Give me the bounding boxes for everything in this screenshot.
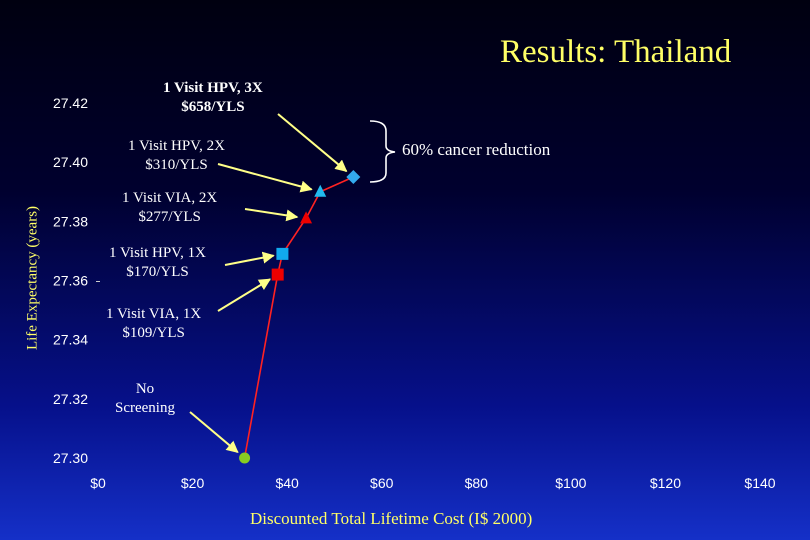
y-tick-label: 27.34 (53, 332, 88, 348)
x-tick-label: $100 (555, 475, 586, 491)
marker-hpv-2x (314, 184, 327, 197)
annotation-via-1x-line2: $109/YLS (122, 325, 185, 341)
x-tick-label: $40 (275, 475, 299, 491)
y-tick-label: 27.42 (53, 95, 88, 111)
annotation-arrow-hpv-3x (277, 113, 348, 172)
annotation-via-1x-line1: 1 Visit VIA, 1X (106, 306, 202, 322)
annotation-no-screening: No Screening (115, 380, 175, 418)
annotation-hpv-3x-line2: $658/YLS (181, 99, 245, 115)
annotation-arrow-via-1x (217, 278, 272, 312)
annotation-hpv-1x: 1 Visit HPV, 1X $170/YLS (109, 244, 206, 282)
y-tick-label: 27.38 (53, 213, 88, 229)
annotation-hpv-2x-line2: $310/YLS (145, 157, 208, 173)
bracket-brace (369, 120, 396, 183)
annotation-arrow-via-2x (244, 208, 299, 222)
x-tick-label: $140 (744, 475, 775, 491)
annotation-hpv-3x-line1: 1 Visit HPV, 3X (163, 80, 263, 96)
annotation-hpv-2x-line1: 1 Visit HPV, 2X (128, 138, 225, 154)
marker-via-1x (271, 268, 284, 281)
annotation-hpv-1x-line1: 1 Visit HPV, 1X (109, 245, 206, 261)
y-tick-label: 27.32 (53, 391, 88, 407)
x-axis-label: Discounted Total Lifetime Cost (I$ 2000) (250, 509, 533, 528)
annotation-no-screening-line2: Screening (115, 400, 175, 416)
marker-via-2x (300, 211, 313, 224)
y-tick-label: 27.30 (53, 450, 88, 466)
slide-title: Results: Thailand (500, 34, 732, 70)
annotation-hpv-2x: 1 Visit HPV, 2X $310/YLS (128, 137, 225, 175)
annotation-via-2x-line1: 1 Visit VIA, 2X (122, 190, 218, 206)
annotation-hpv-3x: 1 Visit HPV, 3X $658/YLS (163, 79, 263, 117)
x-tick-label: $80 (465, 475, 489, 491)
y-tick-label: 27.36 (53, 273, 88, 289)
annotation-arrow-no-screening (189, 411, 239, 453)
x-tick-label: $120 (650, 475, 681, 491)
annotation-hpv-1x-line2: $170/YLS (126, 264, 189, 280)
marker-hpv-1x (276, 247, 289, 260)
bracket-note: 60% cancer reduction (402, 140, 551, 159)
annotation-via-1x: 1 Visit VIA, 1X $109/YLS (106, 305, 201, 343)
x-tick-label: $20 (181, 475, 205, 491)
y-axis-label: Life Expectancy (years) (24, 205, 41, 351)
marker-hpv-3x (346, 169, 361, 184)
annotation-arrow-hpv-1x (224, 251, 275, 266)
annotation-arrow-hpv-2x (217, 163, 313, 193)
x-tick-label: $60 (370, 475, 394, 491)
y-tick-label: 27.40 (53, 154, 88, 170)
x-tick-label: $0 (90, 475, 106, 491)
marker-no-screening (239, 452, 251, 464)
annotation-via-2x-line2: $277/YLS (138, 209, 201, 225)
annotation-via-2x: 1 Visit VIA, 2X $277/YLS (122, 189, 217, 227)
annotation-no-screening-line1: No (135, 381, 155, 397)
series-line (243, 176, 354, 459)
